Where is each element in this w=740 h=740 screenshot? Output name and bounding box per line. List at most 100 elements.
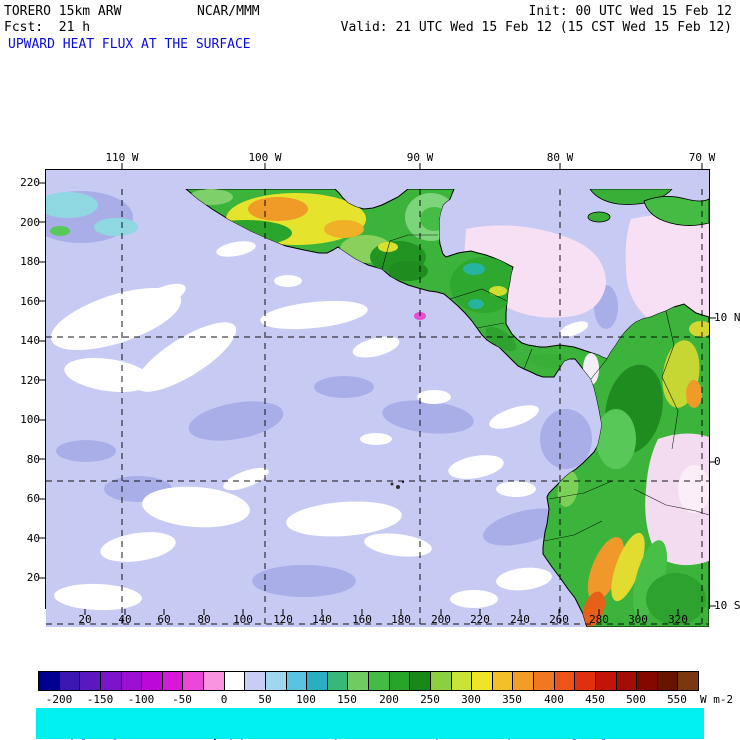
colorbar-tick-label: 200 [379,693,399,706]
colorbar-cell [451,672,473,690]
ocean-white-patches [50,241,589,611]
y-tick-label: 60 [26,492,40,505]
y-tick-label: 220 [20,176,40,189]
colorbar-cell [389,672,411,690]
x-tick-label: 20 [78,613,92,626]
colorbar-tick-label: 350 [502,693,522,706]
x-tick-label: 220 [470,613,490,626]
island-landmasses [587,189,709,226]
x-tick-label: 200 [431,613,451,626]
colorbar-cell [657,672,679,690]
colorbar-cell [534,672,555,690]
y-tick-label: 40 [26,532,40,545]
valid-time: Valid: 21 UTC Wed 15 Feb 12 (15 CST Wed … [340,20,732,35]
colorbar-tick-label: 500 [626,693,646,706]
latlon-gridlines [46,189,709,627]
y-tick-label: 120 [20,374,40,387]
model-info-line1: Model Info: V3.3.1 Tiedtke YSU PBL Thomp… [36,738,704,740]
map-plot [45,169,710,627]
jamaica [587,211,611,223]
x-tick-label: 100 [233,613,253,626]
colorbar-cell [204,672,225,690]
init-time: Init: 00 UTC Wed 15 Feb 12 [528,4,733,19]
lat-tick-label: 10 S [714,599,740,612]
x-tick-label: 60 [157,613,171,626]
colorbar-cell [348,672,369,690]
colorbar-cell [245,672,266,690]
map-canvas [46,189,709,627]
colorbar-cell [142,672,163,690]
colorbar-cell [369,672,390,690]
colorbar-cell [121,672,143,690]
ocean-cyan-patches [46,192,138,236]
lon-tick-label: 80 W [546,151,574,164]
center-name: NCAR/MMM [197,4,260,19]
colorbar-cell [327,672,349,690]
colorbar-cell [307,672,328,690]
colorbar-tick-label: -100 [127,693,155,706]
colorbar-cell [100,672,122,690]
forecast-hour: Fcst: 21 h [4,20,91,35]
model-info-box: Model Info: V3.3.1 Tiedtke YSU PBL Thomp… [36,708,704,740]
x-tick-label: 140 [312,613,332,626]
x-tick-label: 40 [118,613,132,626]
colorbar-cell [678,672,698,690]
colorbar-tick-label: -50 [172,693,192,706]
colorbar-cell [286,672,308,690]
x-tick-label: 280 [589,613,609,626]
colorbar-cell [162,672,184,690]
x-tick-label: 260 [549,613,569,626]
colorbar-cell [39,672,60,690]
colorbar-cell [430,672,452,690]
colorbar-unit: W m-2 [700,693,734,706]
galapagos-islands [390,480,405,489]
hispaniola [643,196,709,226]
x-tick-label: 300 [628,613,648,626]
colorbar-cell [595,672,617,690]
x-tick-label: 240 [510,613,530,626]
colorbar-cell [513,672,534,690]
colorbar-cell [575,672,596,690]
x-tick-label: 80 [197,613,211,626]
colorbar-tick-label: 300 [461,693,481,706]
colorbar-cell [410,672,431,690]
colorbar-cell [59,672,81,690]
colorbar-cell [80,672,101,690]
colorbar-cell [637,672,658,690]
y-tick-label: 80 [26,453,40,466]
lon-tick-label: 110 W [105,151,139,164]
colorbar-cell [492,672,514,690]
x-tick-label: 160 [352,613,372,626]
colorbar [38,671,699,691]
model-id: TORERO 15km ARW [4,4,122,19]
colorbar-cell [183,672,204,690]
colorbar-tick-label: 550 [667,693,687,706]
colorbar-tick-label: 250 [420,693,440,706]
y-tick-label: 100 [20,413,40,426]
colorbar-tick-label: 0 [220,693,228,706]
field-title: UPWARD HEAT FLUX AT THE SURFACE [8,37,251,52]
y-tick-label: 20 [26,571,40,584]
colorbar-cell [265,672,287,690]
lon-tick-label: 70 W [688,151,716,164]
y-tick-label: 200 [20,216,40,229]
x-tick-label: 180 [391,613,411,626]
lon-tick-label: 90 W [406,151,434,164]
colorbar-cell [616,672,638,690]
lat-tick-label: 0 [714,455,721,468]
colorbar-tick-label: -200 [45,693,73,706]
y-tick-label: 140 [20,334,40,347]
colorbar-tick-label: 400 [544,693,564,706]
colorbar-tick-label: -150 [86,693,114,706]
y-tick-label: 160 [20,295,40,308]
x-tick-label: 320 [668,613,688,626]
colorbar-tick-label: 50 [258,693,272,706]
colorbar-tick-label: 100 [296,693,316,706]
magenta-spot [414,312,426,320]
colorbar-cell [554,672,576,690]
colorbar-cell [224,672,246,690]
y-tick-label: 180 [20,255,40,268]
lat-tick-label: 10 N [714,311,740,324]
lon-tick-label: 100 W [248,151,282,164]
x-tick-label: 120 [273,613,293,626]
